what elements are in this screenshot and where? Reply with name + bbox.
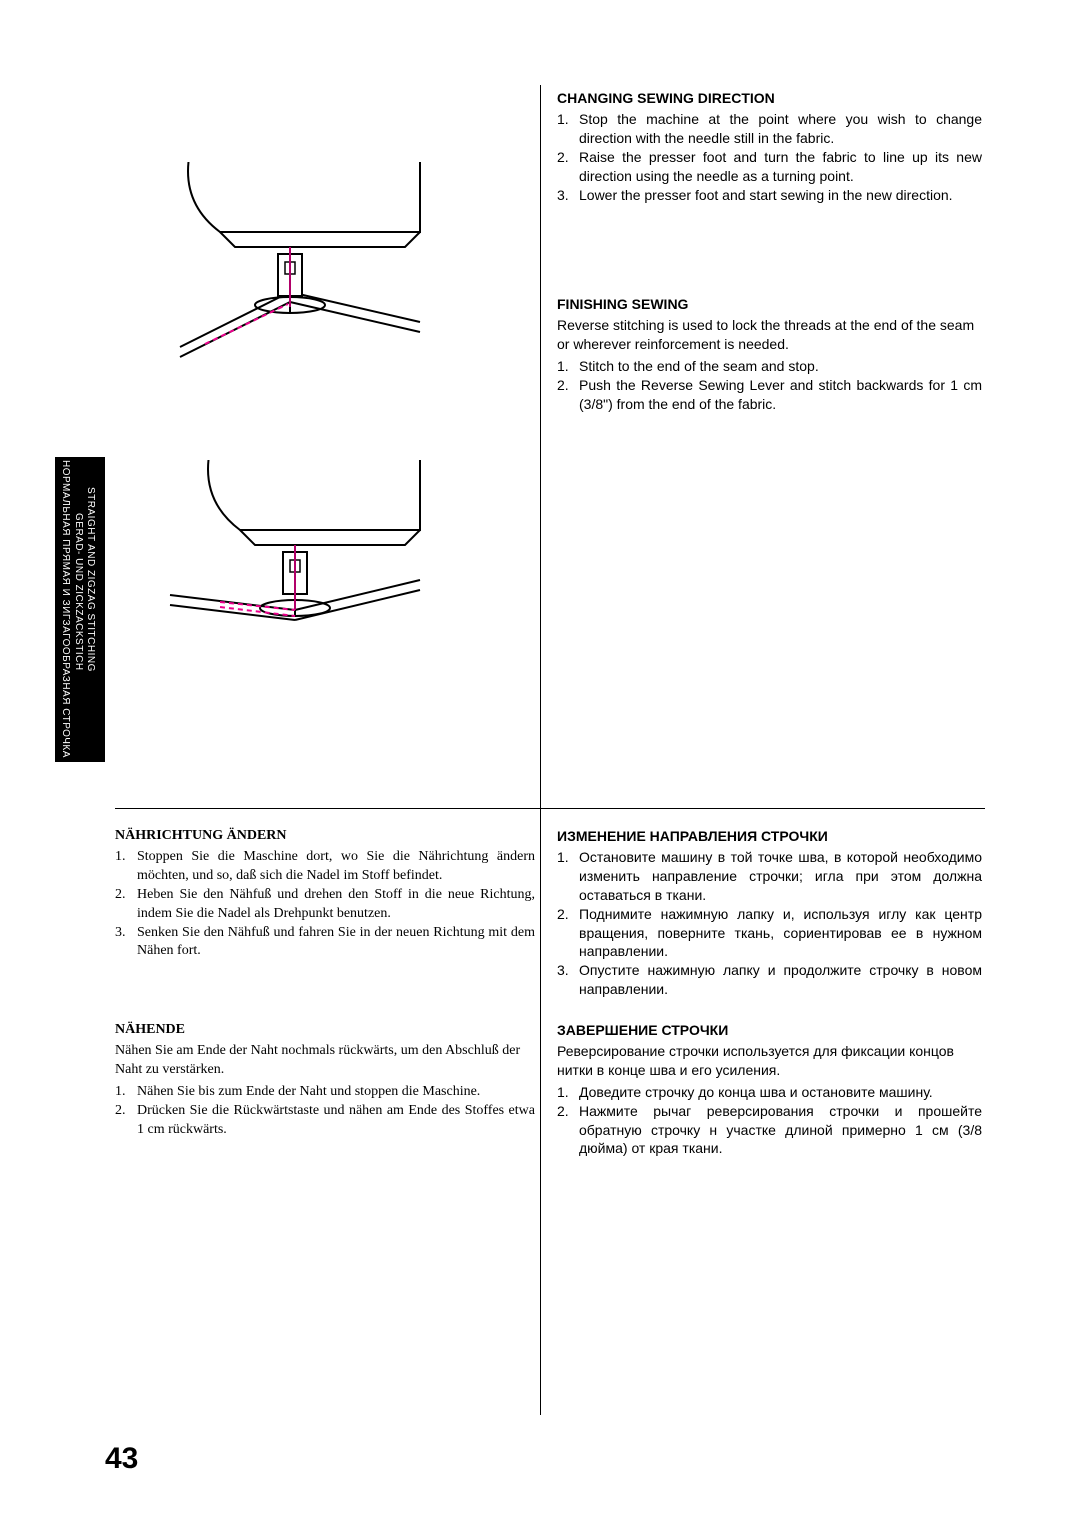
list-item: Lower the presser foot and start sewing …	[557, 186, 982, 205]
sidebar-label-de: GERAD- UND ZICKZACKSTICH	[73, 513, 84, 671]
section-de-changing: NÄHRICHTUNG ÄNDERN Stoppen Sie die Masch…	[115, 828, 535, 961]
intro-de-finishing: Nähen Sie am Ende der Naht nochmals rück…	[115, 1042, 535, 1080]
intro-en-finishing: Reverse stitching is used to lock the th…	[557, 316, 982, 354]
list-ru-finishing: Доведите строчку до конца шва и останови…	[557, 1083, 982, 1159]
list-item: Остановите машину в той точке шва, в кот…	[557, 848, 982, 905]
section-en-finishing: FINISHING SEWING Reverse stitching is us…	[557, 296, 982, 413]
list-item: Stitch to the end of the seam and stop.	[557, 357, 982, 376]
page-number: 43	[105, 1442, 138, 1476]
heading-ru-finishing: ЗАВЕРШЕНИЕ СТРОЧКИ	[557, 1022, 982, 1038]
section-ru-finishing: ЗАВЕРШЕНИЕ СТРОЧКИ Реверсирование строчк…	[557, 1022, 982, 1158]
list-item: Push the Reverse Sewing Lever and stitch…	[557, 376, 982, 414]
heading-de-finishing: NÄHENDE	[115, 1022, 535, 1038]
section-ru-changing: ИЗМЕНЕНИЕ НАПРАВЛЕНИЯ СТРОЧКИ Остановите…	[557, 828, 982, 999]
vertical-divider	[540, 85, 541, 1415]
horizontal-divider	[115, 808, 985, 809]
sidebar-label-ru: НОРМАЛЬНАЯ ПРЯМАЯ И ЗИГЗАГООБРАЗНАЯ СТРО…	[60, 460, 71, 758]
list-item: Нажмите рычаг реверсирования строчки и п…	[557, 1102, 982, 1159]
illustration-changing-direction	[160, 162, 440, 362]
list-item: Доведите строчку до конца шва и останови…	[557, 1083, 982, 1102]
list-de-finishing: Nähen Sie bis zum Ende der Naht und stop…	[115, 1083, 535, 1140]
list-item: Stop the machine at the point where you …	[557, 110, 982, 148]
section-en-changing: CHANGING SEWING DIRECTION Stop the machi…	[557, 90, 982, 204]
heading-de-changing: NÄHRICHTUNG ÄNDERN	[115, 828, 535, 844]
list-en-changing: Stop the machine at the point where you …	[557, 110, 982, 204]
list-en-finishing: Stitch to the end of the seam and stop. …	[557, 357, 982, 414]
section-de-finishing: NÄHENDE Nähen Sie am Ende der Naht nochm…	[115, 1022, 535, 1139]
list-item: Опустите нажимную лапку и продолжите стр…	[557, 961, 982, 999]
sidebar-label-en: STRAIGHT AND ZIGZAG STITCHING	[85, 487, 96, 672]
heading-ru-changing: ИЗМЕНЕНИЕ НАПРАВЛЕНИЯ СТРОЧКИ	[557, 828, 982, 844]
list-item: Stoppen Sie die Maschine dort, wo Sie di…	[115, 848, 535, 886]
list-item: Поднимите нажимную лапку и, используя иг…	[557, 905, 982, 962]
intro-ru-finishing: Реверсирование строчки используется для …	[557, 1042, 982, 1080]
heading-en-finishing: FINISHING SEWING	[557, 296, 982, 312]
illustration-finishing-sewing	[160, 460, 440, 660]
manual-page: STRAIGHT AND ZIGZAG STITCHING GERAD- UND…	[0, 0, 1080, 1528]
list-item: Senken Sie den Nähfuß und fahren Sie in …	[115, 924, 535, 962]
list-item: Raise the presser foot and turn the fabr…	[557, 148, 982, 186]
list-item: Drücken Sie die Rückwärtstaste und nähen…	[115, 1102, 535, 1140]
list-ru-changing: Остановите машину в той точке шва, в кот…	[557, 848, 982, 999]
list-item: Nähen Sie bis zum Ende der Naht und stop…	[115, 1083, 535, 1102]
list-item: Heben Sie den Nähfuß und drehen den Stof…	[115, 886, 535, 924]
list-de-changing: Stoppen Sie die Maschine dort, wo Sie di…	[115, 848, 535, 961]
heading-en-changing: CHANGING SEWING DIRECTION	[557, 90, 982, 106]
